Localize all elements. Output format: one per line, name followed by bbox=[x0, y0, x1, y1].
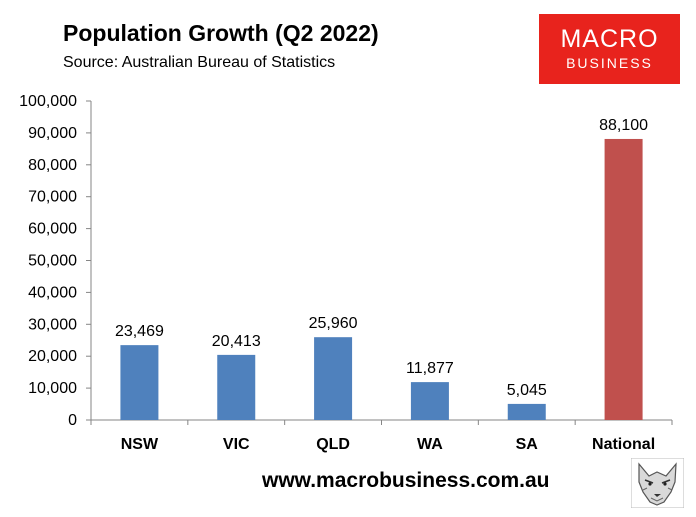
bar bbox=[217, 354, 256, 420]
data-label: 25,960 bbox=[309, 315, 358, 332]
y-tick-label: 50,000 bbox=[28, 253, 77, 270]
bar bbox=[604, 138, 643, 420]
data-label: 20,413 bbox=[212, 333, 261, 350]
y-tick-label: 40,000 bbox=[28, 284, 77, 301]
logo-line-2: BUSINESS bbox=[566, 55, 653, 71]
chart-axes: 0 10,000 20,000 30,000 40,000 50,000 60,000 70,… bbox=[19, 93, 673, 429]
bar bbox=[314, 337, 353, 420]
chart-subtitle: Source: Australian Bureau of Statistics bbox=[63, 54, 336, 71]
x-tick-label: National bbox=[592, 436, 655, 453]
chart-labels: 23,469 NSW 20,413 VIC 25,960 QLD 11,877 WA 5,045… bbox=[115, 117, 655, 453]
bar bbox=[410, 382, 449, 420]
y-tick-label: 90,000 bbox=[28, 125, 77, 142]
data-label: 88,100 bbox=[599, 117, 648, 134]
y-tick-label: 10,000 bbox=[28, 380, 77, 397]
data-label: 5,045 bbox=[507, 382, 547, 399]
chart-bars bbox=[120, 138, 643, 420]
y-tick-label: 0 bbox=[68, 412, 77, 429]
bar bbox=[507, 403, 546, 420]
y-tick-label: 30,000 bbox=[28, 316, 77, 333]
y-tick-label: 70,000 bbox=[28, 189, 77, 206]
wolf-mascot-icon bbox=[631, 458, 684, 508]
chart-title: Population Growth (Q2 2022) bbox=[63, 20, 379, 46]
y-tick-label: 20,000 bbox=[28, 348, 77, 365]
x-tick-label: QLD bbox=[316, 436, 350, 453]
y-tick-label: 60,000 bbox=[28, 221, 77, 238]
x-tick-label: WA bbox=[417, 436, 443, 453]
x-tick-label: VIC bbox=[223, 436, 250, 453]
bar bbox=[120, 345, 159, 420]
x-tick-label: NSW bbox=[121, 436, 159, 453]
footer-website-url: www.macrobusiness.com.au bbox=[262, 469, 550, 492]
data-label: 11,877 bbox=[406, 360, 454, 377]
macrobusiness-logo: MACRO BUSINESS bbox=[539, 14, 680, 84]
data-label: 23,469 bbox=[115, 323, 164, 340]
y-tick-label: 80,000 bbox=[28, 157, 77, 174]
logo-line-1: MACRO bbox=[560, 25, 659, 53]
x-tick-label: SA bbox=[516, 436, 539, 453]
y-tick-label: 100,000 bbox=[19, 93, 77, 110]
